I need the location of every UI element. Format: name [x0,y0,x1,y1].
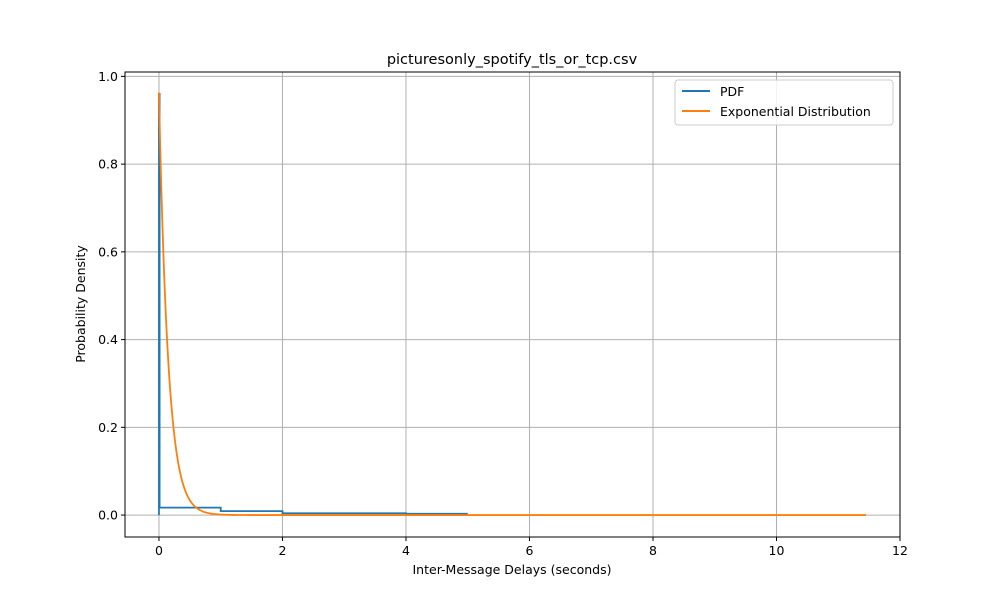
y-tick-label: 1.0 [98,69,118,84]
x-axis-label: Inter-Message Delays (seconds) [413,562,612,577]
x-tick-label: 0 [155,543,163,558]
exponential-series-line [158,92,867,516]
y-tick-label: 0.6 [98,244,118,259]
y-tick-label: 0.8 [98,157,118,172]
y-tick-label: 0.4 [98,332,118,347]
x-tick-label: 12 [892,543,908,558]
legend-label-pdf: PDF [720,84,744,99]
y-axis-label: Probability Density [73,245,88,363]
x-tick-label: 4 [402,543,410,558]
axes-frame [124,71,901,538]
x-tick-label: 10 [769,543,785,558]
x-tick-label: 8 [649,543,657,558]
legend-box [674,79,894,126]
axis-ticks: 0 2 4 6 8 10 12 0.0 0.2 0.4 0.6 0.8 1.0 [98,69,908,558]
x-tick-label: 6 [526,543,534,558]
x-tick-label: 2 [278,543,286,558]
plot-series [158,92,867,516]
legend: PDF Exponential Distribution [674,79,894,126]
chart-title: picturesonly_spotify_tls_or_tcp.csv [387,52,638,68]
legend-label-exponential: Exponential Distribution [720,104,871,119]
y-tick-label: 0.2 [98,420,118,435]
y-tick-label: 0.0 [98,508,118,523]
